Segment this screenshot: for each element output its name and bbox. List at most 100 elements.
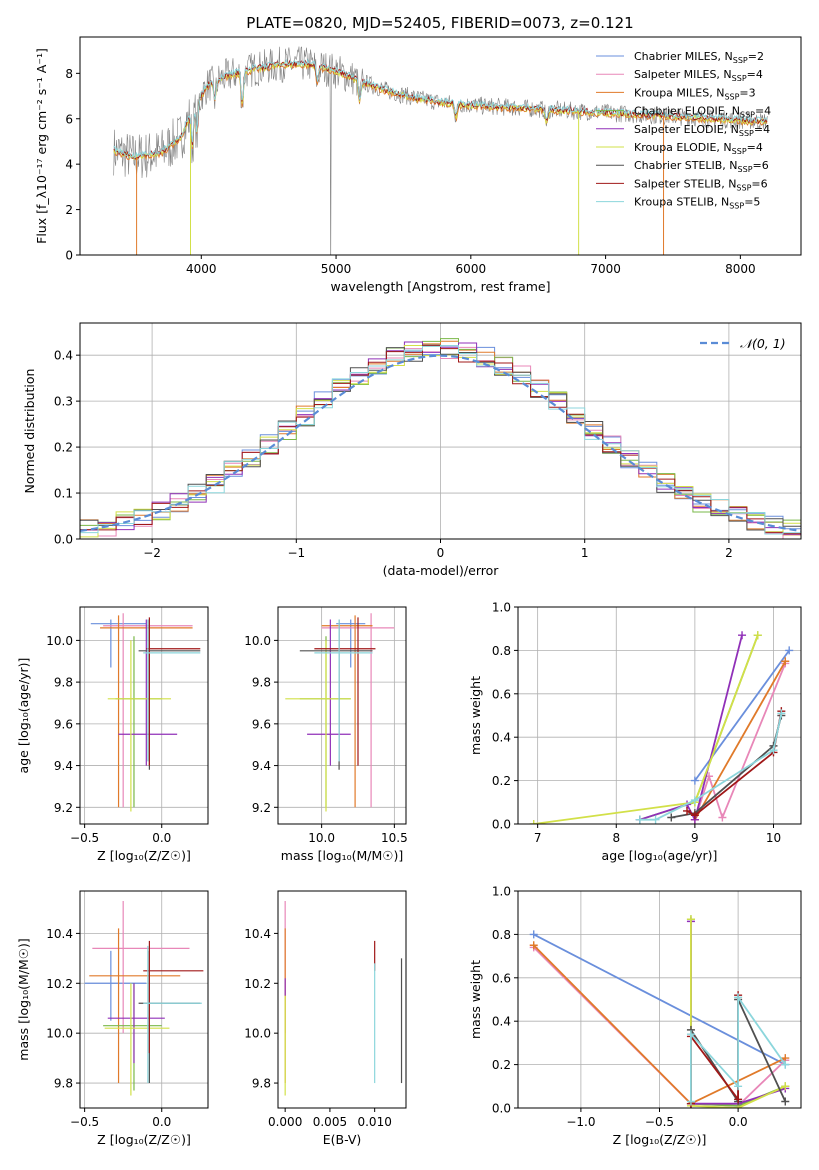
legend-label: Chabrier ELODIE, NSSP=4 [634, 105, 771, 120]
weight-series-line [533, 933, 786, 1066]
y-tick-label: 8 [65, 67, 73, 81]
axes-layer: 7 8 9 10 0.0 0.2 0.4 0.6 0.8 1.0 age [log₁₀(age/yr… [468, 601, 802, 863]
legend-label: Salpeter ELODIE, NSSP=4 [634, 123, 770, 138]
x-axis-label: (data-model)/error [383, 563, 500, 578]
y-axis-label: Flux [f_λ10⁻¹⁷ erg cm⁻² s⁻¹ A⁻¹] [34, 48, 49, 244]
weight-point-marker [738, 631, 747, 640]
x-tick-label: 10 [766, 831, 781, 845]
data-layer [529, 631, 794, 824]
weight-point-marker [690, 776, 699, 785]
axes-frame [517, 606, 802, 825]
weight-vs-age-panel: 7 8 9 10 0.0 0.2 0.4 0.6 0.8 1.0 age [log₁₀(age/yr… [468, 601, 802, 863]
y-axis-label: mass weight [468, 960, 483, 1039]
y-axis-label: Normed distribution [22, 369, 37, 494]
x-tick-label: 0.000 [268, 1115, 302, 1129]
x-tick-label: −0.5 [70, 1115, 99, 1129]
data-layer [80, 338, 801, 539]
legend-label: Kroupa MILES, NSSP=3 [634, 86, 756, 101]
y-tick-label: 10.4 [244, 927, 271, 941]
x-tick-label: 0.010 [357, 1115, 391, 1129]
x-tick-label: 0.0 [152, 1115, 171, 1129]
y-axis-label: mass [log₁₀(M/M☉)] [16, 938, 31, 1060]
data-layer [113, 46, 768, 255]
y-tick-label: 0.0 [492, 818, 511, 832]
y-tick-label: 0.2 [492, 774, 511, 788]
weight-point-marker [777, 709, 786, 718]
weight-point-marker [690, 811, 699, 820]
x-axis-label: mass [log₁₀(M/M☉)] [281, 848, 403, 863]
y-tick-label: 9.8 [54, 1077, 73, 1091]
weight-point-marker [734, 1082, 743, 1091]
y-tick-label: 0.0 [54, 533, 73, 547]
weight-point-marker [529, 820, 538, 824]
y-tick-label: 1.0 [492, 885, 511, 899]
weight-series-line [671, 715, 783, 819]
axes-layer: −2 −1 0 1 2 0.0 0.1 0.2 0.3 0.4 (data-model)/error… [22, 322, 802, 578]
weight-series-line [690, 995, 739, 1104]
weight-point-marker [734, 1095, 743, 1104]
x-tick-label: −1 [287, 546, 305, 560]
y-tick-label: 9.8 [252, 676, 271, 690]
age-vs-mass-panel: 10.0 10.5 9.2 9.4 9.6 9.8 10.0 mass [log₁₀(M/M☉… [244, 606, 408, 863]
normal-distribution-curve [80, 354, 801, 532]
weight-point-marker [667, 813, 676, 822]
y-tick-label: 9.8 [54, 676, 73, 690]
x-tick-label: −0.5 [645, 1115, 674, 1129]
weight-point-marker [785, 646, 794, 655]
y-tick-label: 0.4 [54, 349, 73, 363]
y-tick-label: 6 [65, 112, 73, 126]
x-tick-label: 0.0 [729, 1115, 748, 1129]
y-tick-label: 1.0 [492, 601, 511, 615]
x-tick-label: 0.0 [152, 831, 171, 845]
weight-point-marker [753, 631, 762, 640]
x-tick-label: 8 [612, 831, 620, 845]
y-axis-label: mass weight [468, 676, 483, 755]
weight-series-line [694, 660, 787, 821]
x-tick-label: 0.005 [313, 1115, 347, 1129]
x-tick-label: 1 [581, 546, 589, 560]
weight-point-marker [734, 993, 743, 1002]
y-tick-label: 0.4 [492, 1015, 511, 1029]
x-tick-label: −2 [143, 546, 161, 560]
x-tick-label: 10.5 [381, 831, 408, 845]
axes-layer: −1.0 −0.5 0.0 0.0 0.2 0.4 0.6 0.8 1.0 Z [log₁₀(Z/… [468, 885, 802, 1147]
y-tick-label: 10.0 [244, 634, 271, 648]
weight-series-line [694, 663, 787, 821]
x-tick-label: 8000 [725, 262, 756, 276]
model-spectrum-line [113, 58, 768, 159]
figure-title: PLATE=0820, MJD=52405, FIBERID=0073, z=0… [246, 14, 633, 32]
legend-label: Kroupa ELODIE, NSSP=4 [634, 141, 763, 156]
histogram-step [80, 345, 801, 539]
weight-point-marker [686, 1097, 695, 1106]
axes-layer: 4000 5000 6000 7000 8000 0 2 4 6 8 wavelength [Ang… [34, 36, 802, 294]
mass-vs-metallicity-panel: −0.5 0.0 9.8 10.0 10.2 10.4 Z [log₁₀(Z/Z☉)] mas… [16, 890, 209, 1147]
y-tick-label: 9.8 [252, 1077, 271, 1091]
weight-point-marker [686, 915, 695, 924]
y-tick-label: 9.4 [54, 759, 73, 773]
y-tick-label: 10.0 [244, 1027, 271, 1041]
axes-layer: −0.5 0.0 9.8 10.0 10.2 10.4 Z [log₁₀(Z/Z☉)] mas… [16, 890, 209, 1147]
data-layer [285, 613, 395, 812]
y-tick-label: 0.8 [492, 644, 511, 658]
axes-frame [79, 606, 209, 825]
x-tick-label: 6000 [456, 262, 487, 276]
x-axis-label: Z [log₁₀(Z/Z☉)] [97, 848, 191, 863]
x-tick-label: 10.0 [308, 831, 335, 845]
y-tick-label: 0.8 [492, 928, 511, 942]
mass-vs-ebv-panel: 0.000 0.005 0.010 9.8 10.0 10.2 10.4 E(B-V) [244, 890, 407, 1147]
y-tick-label: 0.6 [492, 971, 511, 985]
y-tick-label: 10.2 [244, 977, 271, 991]
y-tick-label: 0.1 [54, 487, 73, 501]
spectrum-panel: 4000 5000 6000 7000 8000 0 2 4 6 8 wavelength [Ang… [34, 36, 802, 294]
x-tick-label: 7000 [590, 262, 621, 276]
weight-series-line [690, 919, 786, 1108]
y-tick-label: 0 [65, 249, 73, 263]
weight-point-marker [769, 746, 778, 755]
y-tick-label: 9.6 [54, 717, 73, 731]
data-layer [284, 900, 403, 1096]
y-tick-label: 9.6 [252, 717, 271, 731]
weight-vs-metallicity-panel: −1.0 −0.5 0.0 0.0 0.2 0.4 0.6 0.8 1.0 Z [log₁₀(Z/… [468, 885, 802, 1147]
weight-point-marker [690, 796, 699, 805]
y-tick-label: 10.2 [46, 977, 73, 991]
